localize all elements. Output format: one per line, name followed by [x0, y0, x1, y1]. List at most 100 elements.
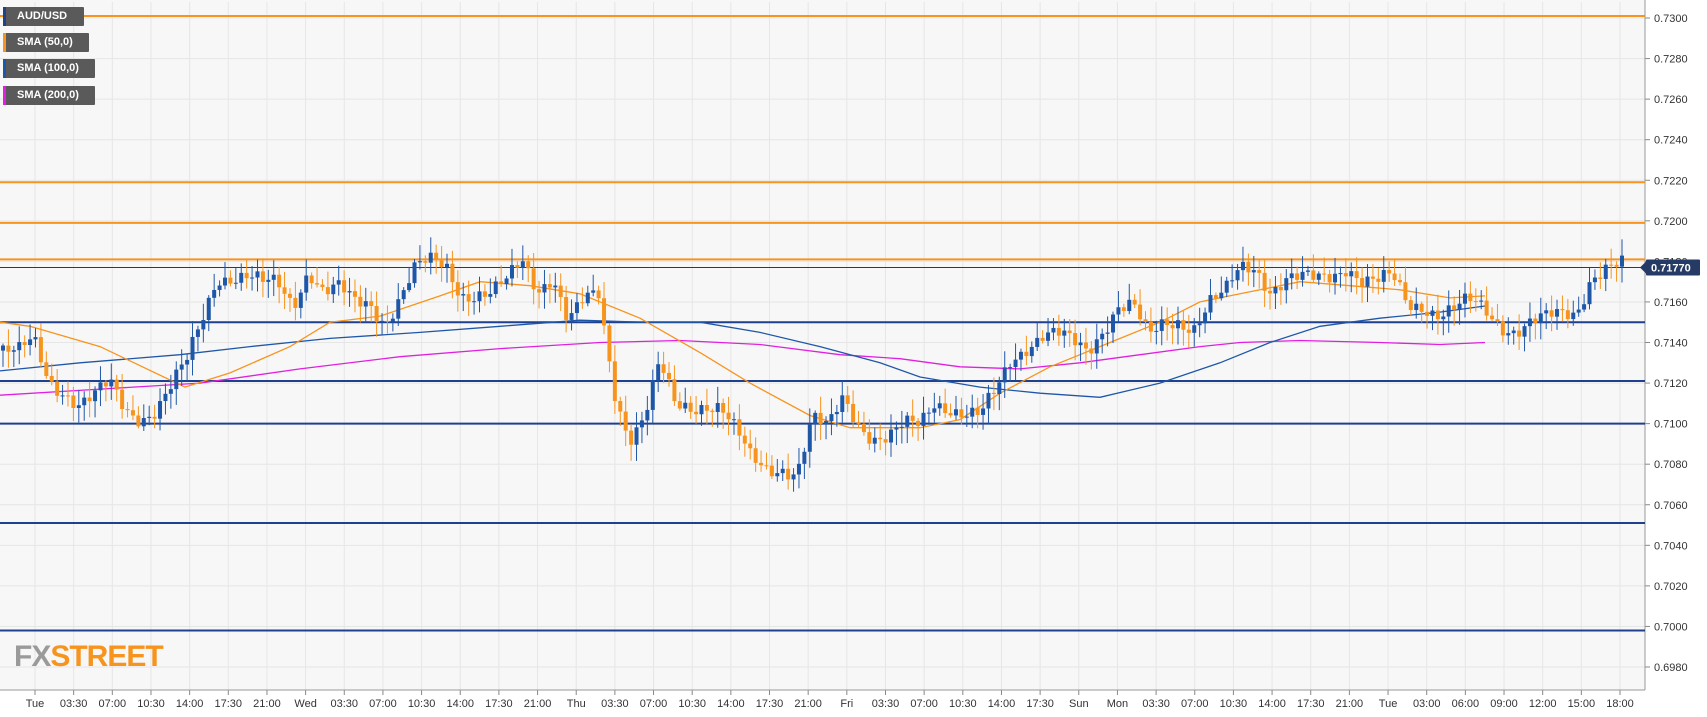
candle-body [1598, 277, 1603, 279]
candle-body [1376, 278, 1381, 282]
candle-body [1522, 326, 1527, 337]
legend-item-sma-100[interactable]: SMA (100,0) [3, 59, 95, 78]
candle-body [482, 291, 487, 297]
candle-body [87, 397, 92, 402]
legend-item-sma-50[interactable]: SMA (50,0) [3, 33, 89, 52]
candle-body [856, 422, 861, 424]
legend-label-sma-200: SMA (200,0) [17, 89, 79, 101]
candle-body [769, 465, 774, 477]
candle-body [423, 261, 428, 263]
candle-body [1408, 300, 1413, 311]
candle-body [1338, 273, 1343, 275]
candle-body [1571, 312, 1576, 320]
x-tick-label: 15:00 [1568, 698, 1596, 710]
candle-body [661, 364, 666, 373]
x-tick-label: 07:00 [640, 698, 668, 710]
candle-body [997, 382, 1002, 395]
candle-body [168, 389, 173, 394]
candle-body [1446, 305, 1451, 317]
candle-body [1127, 299, 1132, 312]
candle-body [1620, 255, 1624, 267]
candle-body [520, 261, 525, 268]
candle-body [1132, 299, 1137, 305]
x-tick-label: 21:00 [253, 698, 281, 710]
candle-body [342, 280, 347, 293]
candle-body [1435, 310, 1440, 320]
y-tick-label: 0.7280 [1654, 54, 1688, 66]
candle-body [1056, 327, 1061, 336]
candle-body [910, 415, 915, 421]
candle-body [1354, 271, 1359, 279]
x-tick-label: 06:00 [1452, 698, 1480, 710]
candle-body [1062, 330, 1067, 336]
candle-body [509, 265, 514, 279]
y-tick-label: 0.7120 [1654, 378, 1688, 390]
x-tick-label: 10:30 [949, 698, 977, 710]
x-tick-label: Mon [1107, 698, 1128, 710]
candle-body [964, 416, 969, 418]
x-tick-label: 10:30 [408, 698, 436, 710]
candle-body [802, 451, 807, 464]
candle-body [461, 294, 466, 296]
candle-body [304, 275, 309, 293]
candle-body [1035, 337, 1040, 347]
candle-body [130, 410, 135, 416]
candle-body [1300, 271, 1305, 280]
y-tick-label: 0.7300 [1654, 13, 1688, 25]
candle-body [28, 339, 33, 346]
candle-body [1322, 273, 1327, 275]
candle-body [1024, 351, 1029, 357]
candle-body [1284, 278, 1289, 291]
candle-body [439, 260, 444, 267]
y-tick-label: 0.7080 [1654, 459, 1688, 471]
candle-body [585, 292, 590, 304]
candle-body [1479, 300, 1484, 302]
candle-body [1582, 304, 1587, 310]
legend-item-sma-200[interactable]: SMA (200,0) [3, 86, 95, 105]
candle-body [17, 342, 22, 351]
candle-body [76, 405, 81, 409]
legend-item-symbol[interactable]: AUD/USD [3, 7, 84, 26]
candle-body [315, 283, 320, 285]
candle-body [1213, 295, 1218, 299]
candle-body [1273, 286, 1278, 294]
fxstreet-logo: FXSTREET [14, 640, 164, 674]
candle-body [504, 278, 509, 285]
candle-body [1040, 337, 1045, 341]
candle-body [1414, 303, 1419, 311]
x-tick-label: 03:30 [872, 698, 900, 710]
candle-body [1462, 293, 1467, 304]
candle-body [136, 415, 141, 427]
candle-body [672, 379, 677, 402]
candle-body [796, 463, 801, 475]
candle-body [1051, 327, 1056, 333]
candle-body [103, 382, 108, 387]
x-tick-label: 14:00 [717, 698, 745, 710]
candle-body [1224, 280, 1229, 293]
candle-body [466, 294, 471, 302]
candle-body [526, 261, 531, 269]
current-price-tag [1646, 259, 1700, 276]
candle-body [970, 407, 975, 417]
sma-200-line [0, 339, 1486, 396]
x-tick-label: 07:00 [910, 698, 938, 710]
candle-body [834, 411, 839, 415]
candle-body [1425, 311, 1430, 316]
y-tick-label: 0.7140 [1654, 338, 1688, 350]
candle-body [38, 337, 43, 363]
candle-body [1506, 333, 1511, 336]
x-tick-label: 07:00 [369, 698, 397, 710]
candle-body [542, 284, 547, 293]
candle-body [1078, 342, 1083, 346]
candle-body [667, 372, 672, 380]
candle-body [428, 252, 433, 263]
current-price-tag-pointer [1640, 261, 1646, 274]
candle-body [158, 401, 163, 419]
candle-body [1349, 271, 1354, 277]
sma-50-line [0, 281, 1486, 429]
candle-body [1116, 307, 1121, 315]
candle-body [347, 291, 352, 293]
candle-body [385, 320, 390, 322]
